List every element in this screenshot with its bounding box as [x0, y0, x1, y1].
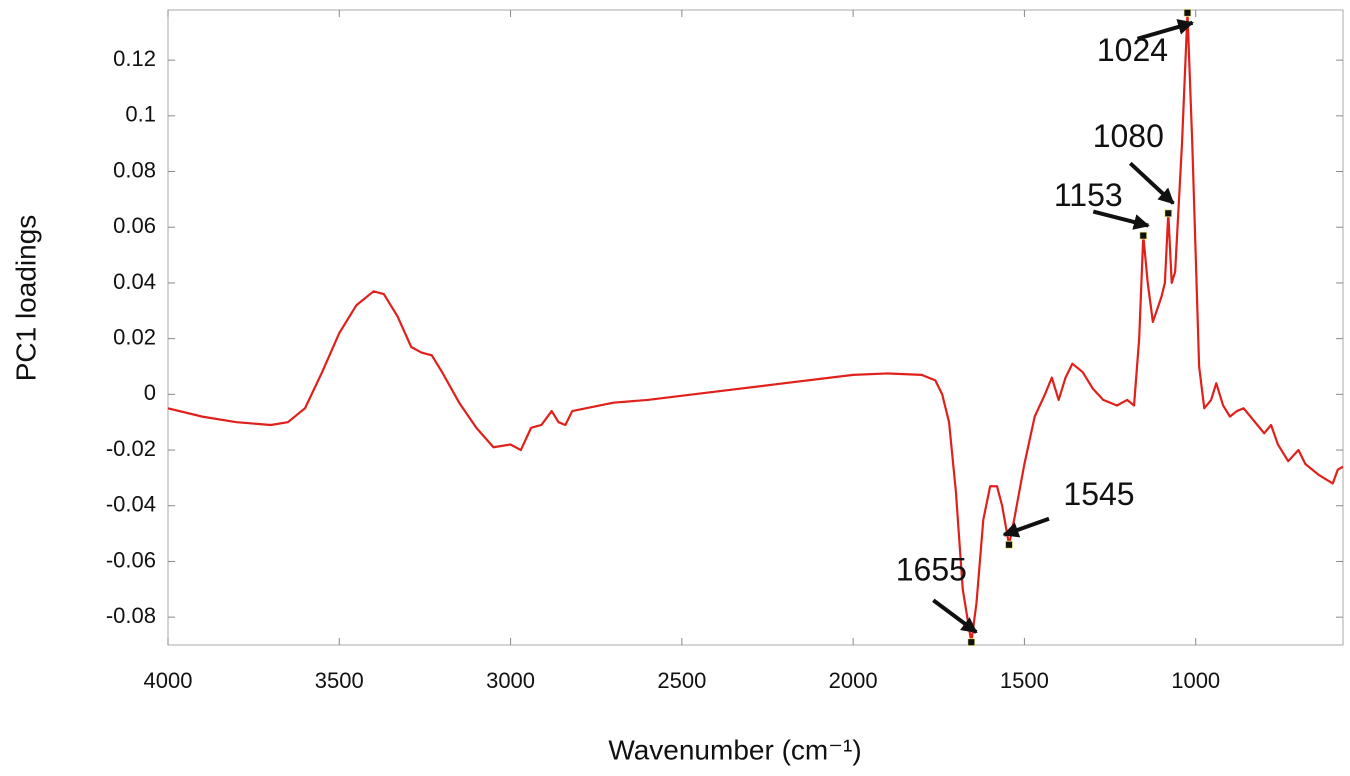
- annotation-arrow: [1092, 209, 1150, 230]
- y-tick-label: -0.08: [106, 603, 156, 628]
- y-tick-label: 0.08: [113, 157, 156, 182]
- annotation-label: 1080: [1093, 118, 1164, 154]
- data-line: [167, 11, 1344, 644]
- y-tick-label: -0.02: [106, 436, 156, 461]
- annotation-point: [1005, 540, 1013, 549]
- x-tick-label: 3000: [486, 668, 535, 693]
- y-axis-label: PC1 loadings: [10, 215, 41, 382]
- y-tick-label: 0.1: [125, 102, 156, 127]
- plot-frame: [167, 9, 1344, 646]
- y-tick-label: 0: [144, 380, 156, 405]
- annotation-label: 1655: [896, 552, 967, 588]
- x-tick-label: 4000: [144, 668, 193, 693]
- annotation-point: [967, 638, 976, 647]
- annotation-label: 1545: [1063, 476, 1134, 512]
- x-tick-label: 1500: [1000, 668, 1049, 693]
- x-tick-label: 1000: [1171, 668, 1220, 693]
- y-tick-label: 0.06: [113, 213, 156, 238]
- y-tick-label: 0.02: [113, 324, 156, 349]
- annotation-label: 1024: [1097, 32, 1168, 68]
- annotation-arrow: [932, 598, 978, 634]
- x-tick-label: 3500: [315, 668, 364, 693]
- x-tick-label: 2000: [829, 668, 878, 693]
- annotation-arrow: [1128, 161, 1175, 205]
- annotation-label: 1153: [1054, 177, 1123, 213]
- x-axis-label: Wavenumber (cm⁻¹): [608, 734, 861, 765]
- y-tick-label: -0.06: [106, 547, 156, 572]
- annotation-point: [1183, 8, 1192, 17]
- x-tick-label: 2500: [657, 668, 706, 693]
- y-tick-label: 0.04: [113, 269, 156, 294]
- annotation-arrow: [1136, 19, 1195, 41]
- annotation-point: [1164, 209, 1173, 218]
- y-tick-label: -0.04: [106, 492, 156, 517]
- annotation-point: [1139, 231, 1148, 240]
- y-tick-label: 0.12: [113, 46, 156, 71]
- annotation-arrow: [1002, 516, 1050, 538]
